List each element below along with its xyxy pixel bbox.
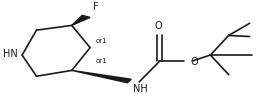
Text: or1: or1 xyxy=(95,58,107,64)
Polygon shape xyxy=(72,70,131,83)
Polygon shape xyxy=(72,15,90,25)
Text: F: F xyxy=(93,2,98,12)
Text: O: O xyxy=(154,21,162,31)
Text: or1: or1 xyxy=(95,38,107,44)
Text: NH: NH xyxy=(133,84,148,94)
Text: O: O xyxy=(191,57,199,67)
Text: HN: HN xyxy=(3,49,18,59)
